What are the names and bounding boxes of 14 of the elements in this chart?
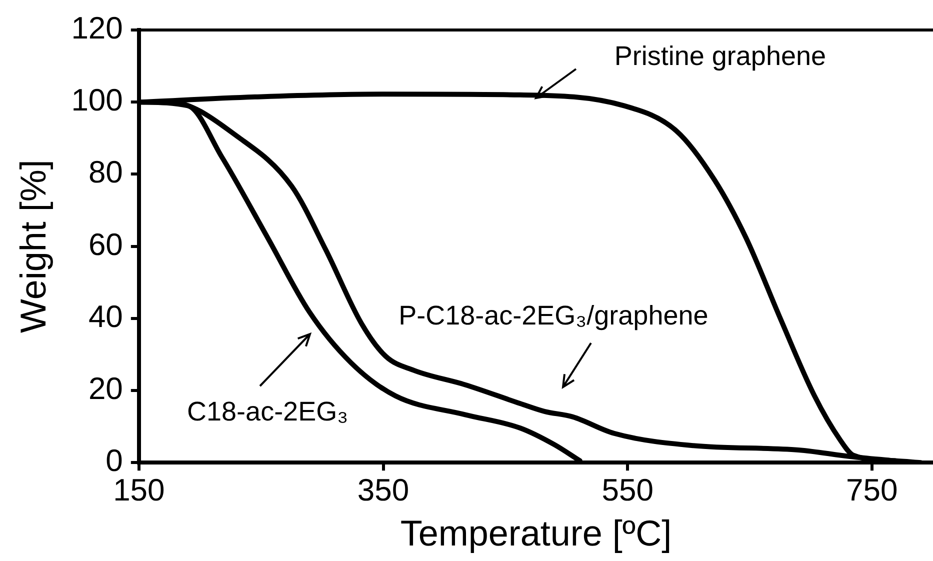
annotation: Pristine graphene — [614, 41, 826, 72]
y-tick-label: 40 — [88, 298, 123, 334]
y-axis-title: Weight [%] — [12, 160, 54, 334]
x-tick-label: 550 — [602, 472, 654, 508]
y-tick-label: 20 — [88, 371, 123, 406]
x-axis-title: Temperature [ºC] — [400, 512, 672, 554]
y-tick-label: 80 — [88, 154, 123, 190]
y-tick-label: 100 — [71, 82, 123, 118]
y-tick-label: 120 — [71, 10, 123, 46]
x-tick-label: 750 — [846, 472, 898, 508]
y-tick-label: 60 — [88, 226, 123, 262]
annotation: C18-ac-2EG₃ — [187, 396, 348, 427]
annotation: P-C18-ac-2EG₃/graphene — [398, 300, 708, 331]
x-tick-label: 350 — [357, 472, 410, 508]
